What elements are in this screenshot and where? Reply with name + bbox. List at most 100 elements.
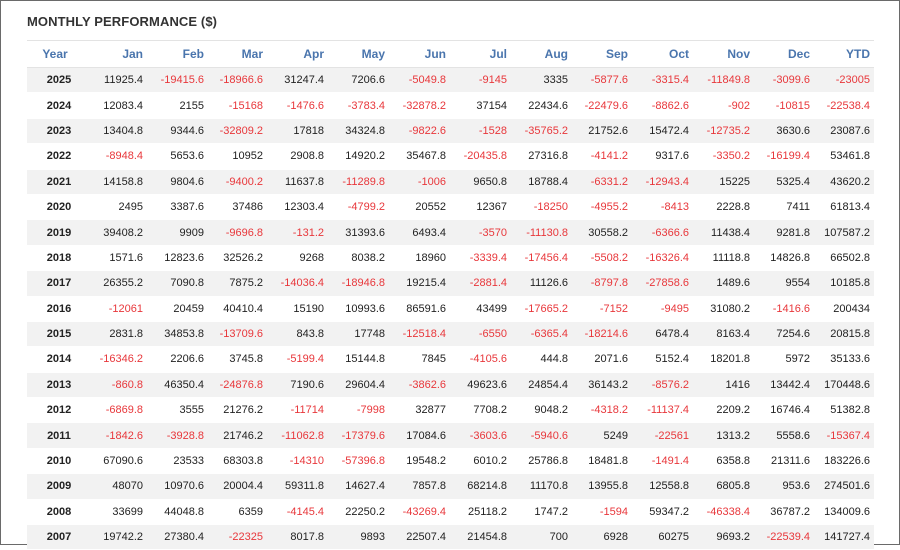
month-value-cell: 12083.4	[83, 92, 147, 119]
month-value-cell: 15225	[693, 169, 754, 195]
year-cell: 2024	[27, 92, 83, 119]
month-value-cell: 14826.8	[754, 245, 814, 272]
year-cell: 2017	[27, 270, 83, 297]
year-cell: 2019	[27, 219, 83, 246]
month-value-cell: -4799.2	[328, 194, 389, 221]
month-value-cell: 3630.6	[754, 118, 814, 145]
month-value-cell: -9696.8	[208, 219, 267, 246]
month-value-cell: 31393.6	[328, 219, 389, 246]
month-value-cell: 5558.6	[754, 422, 814, 449]
month-value-cell: -4141.2	[572, 143, 632, 170]
year-cell: 2021	[27, 169, 83, 195]
month-value-cell: 10952	[208, 143, 267, 170]
month-value-cell: -18250	[511, 194, 572, 221]
ytd-cell: 20815.8	[814, 321, 874, 348]
month-value-cell: -5199.4	[267, 346, 328, 373]
month-value-cell: -9400.2	[208, 169, 267, 195]
month-value-cell: 444.8	[511, 346, 572, 373]
month-value-cell: -3928.8	[147, 422, 208, 449]
month-value-cell: -1476.6	[267, 92, 328, 119]
month-value-cell: -12943.4	[632, 169, 693, 195]
month-value-cell: 18201.8	[693, 346, 754, 373]
month-value-cell: 2831.8	[83, 321, 147, 348]
panel-title: MONTHLY PERFORMANCE ($)	[27, 14, 218, 29]
column-header-feb: Feb	[147, 40, 208, 68]
month-value-cell: -3862.6	[389, 372, 450, 399]
ytd-cell: -22538.4	[814, 92, 874, 119]
month-value-cell: 5325.4	[754, 169, 814, 195]
month-value-cell: 2495	[83, 194, 147, 221]
month-value-cell: 5972	[754, 346, 814, 373]
month-value-cell: 68303.8	[208, 448, 267, 475]
month-value-cell: -15168	[208, 92, 267, 119]
month-value-cell: 5249	[572, 422, 632, 449]
month-value-cell: 20459	[147, 296, 208, 322]
month-value-cell: 7411	[754, 194, 814, 221]
month-value-cell: 67090.6	[83, 448, 147, 475]
month-value-cell: -1491.4	[632, 448, 693, 475]
month-value-cell: 23533	[147, 448, 208, 475]
month-value-cell: -17665.2	[511, 296, 572, 322]
ytd-cell: 170448.6	[814, 372, 874, 399]
month-value-cell: -11289.8	[328, 169, 389, 195]
month-value-cell: 7090.8	[147, 270, 208, 297]
ytd-cell: 51382.8	[814, 397, 874, 424]
ytd-cell: 53461.8	[814, 143, 874, 170]
month-value-cell: 7206.6	[328, 67, 389, 94]
month-value-cell: 15190	[267, 296, 328, 322]
month-value-cell: 1571.6	[83, 245, 147, 272]
month-value-cell: 7254.6	[754, 321, 814, 348]
month-value-cell: -6869.8	[83, 397, 147, 424]
month-value-cell: 14920.2	[328, 143, 389, 170]
month-value-cell: -8576.2	[632, 372, 693, 399]
table-row: 2011 -1842.6 -3928.8 21746.2 -11062.8 -17379.…	[27, 422, 874, 449]
month-value-cell: -3099.6	[754, 67, 814, 94]
month-value-cell: 36143.2	[572, 372, 632, 399]
month-value-cell: 46350.4	[147, 372, 208, 399]
year-cell: 2012	[27, 397, 83, 424]
month-value-cell: -27858.6	[632, 270, 693, 297]
month-value-cell: 12558.8	[632, 473, 693, 500]
month-value-cell: -32878.2	[389, 92, 450, 119]
month-value-cell: -4955.2	[572, 194, 632, 221]
month-value-cell: 27380.4	[147, 524, 208, 550]
month-value-cell: 3555	[147, 397, 208, 424]
month-value-cell: -18214.6	[572, 321, 632, 348]
month-value-cell: 7708.2	[450, 397, 511, 424]
month-value-cell: 35467.8	[389, 143, 450, 170]
month-value-cell: 37486	[208, 194, 267, 221]
year-cell: 2010	[27, 448, 83, 475]
month-value-cell: -22479.6	[572, 92, 632, 119]
year-cell: 2011	[27, 422, 83, 449]
month-value-cell: 22434.6	[511, 92, 572, 119]
table-row: 2018 1571.6 12823.6 32526.2 9268 8038.2 18960-…	[27, 245, 874, 272]
month-value-cell: 2908.8	[267, 143, 328, 170]
table-row: 2015 2831.8 34853.8 -13709.6 843.8 17748 -1251…	[27, 321, 874, 348]
column-header-apr: Apr	[267, 40, 328, 68]
month-value-cell: 1416	[693, 372, 754, 399]
table-header-row: Year Jan Feb Mar Apr May Jun Jul Aug Sep Oct Nov Dec…	[27, 40, 874, 68]
month-value-cell: 9268	[267, 245, 328, 272]
year-cell: 2016	[27, 296, 83, 322]
month-value-cell: -16346.2	[83, 346, 147, 373]
month-value-cell: -5508.2	[572, 245, 632, 272]
month-value-cell: -32809.2	[208, 118, 267, 145]
month-value-cell: 19215.4	[389, 270, 450, 297]
month-value-cell: 6805.8	[693, 473, 754, 500]
month-value-cell: 33699	[83, 499, 147, 526]
month-value-cell: -12518.4	[389, 321, 450, 348]
month-value-cell: -131.2	[267, 219, 328, 246]
month-value-cell: 27316.8	[511, 143, 572, 170]
month-value-cell: -35765.2	[511, 118, 572, 145]
month-value-cell: -1594	[572, 499, 632, 526]
column-header-sep: Sep	[572, 40, 632, 68]
month-value-cell: 18788.4	[511, 169, 572, 195]
month-value-cell: 6478.4	[632, 321, 693, 348]
month-value-cell: -4145.4	[267, 499, 328, 526]
month-value-cell: 59347.2	[632, 499, 693, 526]
month-value-cell: -18966.6	[208, 67, 267, 94]
year-cell: 2014	[27, 346, 83, 373]
month-value-cell: -5877.6	[572, 67, 632, 94]
month-value-cell: 9281.8	[754, 219, 814, 246]
ytd-cell: 183226.6	[814, 448, 874, 475]
